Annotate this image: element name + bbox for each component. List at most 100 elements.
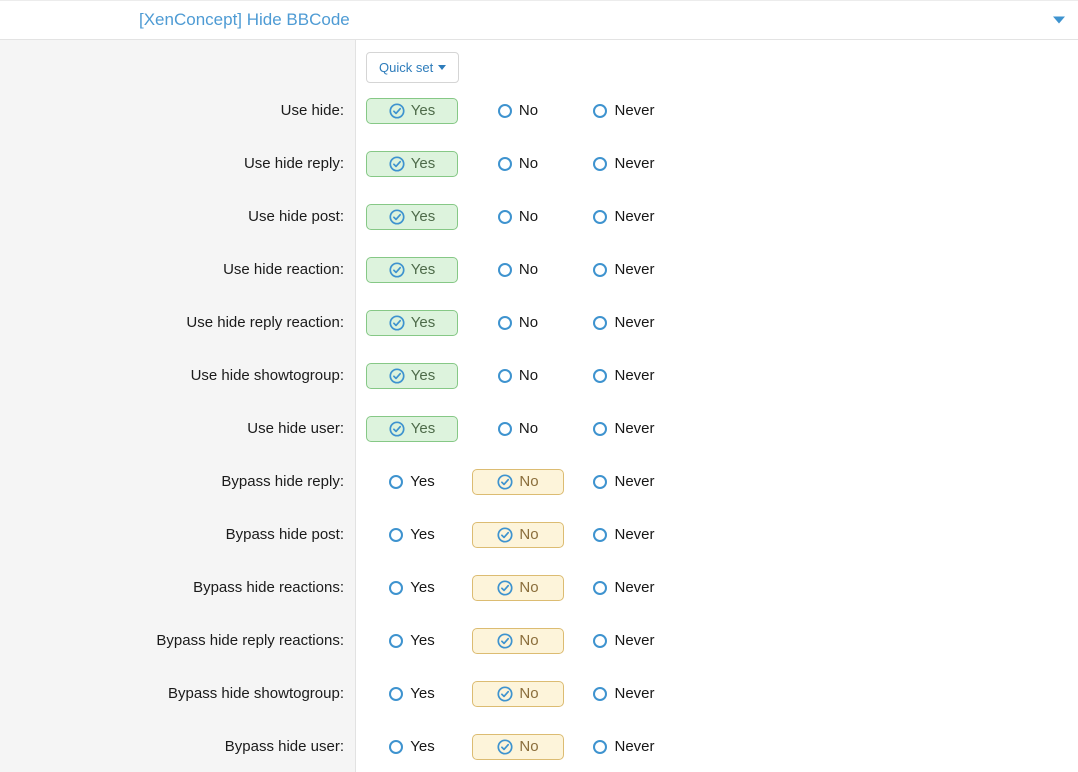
option-rows: Use hide: Yes No Never Use hide reply: Yes… (0, 84, 1078, 772)
radio-option-never[interactable]: Never (593, 738, 655, 755)
radio-circle-icon (593, 103, 608, 118)
option-text: Yes (410, 261, 436, 278)
selected-option-yes[interactable]: Yes (366, 309, 458, 336)
radio-option-never[interactable]: Never (593, 685, 655, 702)
header-menu-button[interactable] (1047, 11, 1071, 30)
check-circle-icon (389, 208, 405, 225)
radio-option-no[interactable]: No (497, 155, 539, 172)
radio-option-no[interactable]: No (497, 420, 538, 437)
radio-circle-icon (497, 421, 512, 436)
option-cell: No (472, 155, 564, 172)
option-cell: Yes (366, 473, 458, 490)
selected-option-yes[interactable]: Yes (366, 150, 458, 177)
selected-option-no[interactable]: No (472, 468, 564, 495)
radio-option-yes[interactable]: Yes (389, 526, 435, 543)
radio-option-yes[interactable]: Yes (389, 632, 435, 649)
option-text: Never (614, 314, 655, 331)
selected-option-yes[interactable]: Yes (366, 415, 458, 442)
caret-down-icon (438, 65, 447, 70)
radio-option-yes[interactable]: Yes (389, 473, 435, 490)
row-label-cell: Use hide: (0, 84, 356, 137)
radio-option-never[interactable]: Never (593, 314, 655, 331)
option-cells: Yes No Never (356, 720, 1078, 772)
selected-option-no[interactable]: No (472, 733, 564, 760)
option-cells: Yes No Never (356, 190, 1078, 243)
row-label-cell: Use hide post: (0, 190, 356, 243)
option-text: Yes (410, 155, 436, 172)
selected-option-yes[interactable]: Yes (366, 362, 458, 389)
radio-option-no[interactable]: No (497, 102, 538, 119)
selected-option-no[interactable]: No (472, 521, 564, 548)
radio-option-never[interactable]: Never (593, 526, 655, 543)
radio-circle-icon (389, 527, 404, 542)
radio-option-no[interactable]: No (497, 208, 538, 225)
option-text: No (519, 738, 539, 755)
quick-set-button[interactable]: Quick set (366, 52, 460, 83)
option-text: Never (614, 738, 655, 755)
option-cell: Never (578, 420, 670, 437)
selected-option-no[interactable]: No (472, 680, 564, 707)
option-text: No (519, 685, 539, 702)
option-text: No (519, 579, 539, 596)
option-text: Never (614, 102, 655, 119)
option-text: No (519, 526, 539, 543)
option-label: Bypass hide reply reactions: (156, 632, 344, 649)
row-label-cell: Use hide reply reaction: (0, 296, 356, 349)
selected-option-no[interactable]: No (472, 574, 564, 601)
option-row: Use hide: Yes No Never (0, 84, 1078, 137)
radio-option-never[interactable]: Never (593, 367, 655, 384)
row-label-cell: Use hide user: (0, 402, 356, 455)
selected-option-yes[interactable]: Yes (366, 203, 458, 230)
radio-option-yes[interactable]: Yes (389, 579, 435, 596)
check-circle-icon (389, 367, 405, 384)
selected-option-yes[interactable]: Yes (366, 97, 458, 124)
radio-option-yes[interactable]: Yes (389, 685, 435, 702)
option-cell: Never (578, 473, 670, 490)
option-cell: Never (578, 261, 670, 278)
option-cell: Never (578, 738, 670, 755)
check-circle-icon (389, 420, 405, 437)
radio-option-no[interactable]: No (497, 314, 539, 331)
radio-option-no[interactable]: No (497, 261, 538, 278)
option-cell: No (472, 208, 564, 225)
page-title: [XenConcept] Hide BBCode (139, 10, 350, 29)
option-cells: Yes No Never (356, 137, 1078, 190)
option-label: Use hide reply: (243, 155, 344, 172)
option-cell: No (472, 367, 564, 384)
option-text: Yes (410, 473, 435, 490)
check-circle-icon (497, 685, 513, 702)
selected-option-no[interactable]: No (472, 627, 564, 654)
option-cells: Yes No Never (356, 402, 1078, 455)
row-label-cell: Use hide showtogroup: (0, 349, 356, 402)
radio-option-never[interactable]: Never (593, 261, 655, 278)
option-text: Yes (410, 420, 436, 437)
option-cell: Yes (366, 738, 458, 755)
option-text: Never (614, 367, 655, 384)
option-text: No (518, 367, 539, 384)
selected-option-yes[interactable]: Yes (366, 256, 458, 283)
radio-option-never[interactable]: Never (593, 155, 655, 172)
radio-circle-icon (593, 633, 608, 648)
radio-option-never[interactable]: Never (593, 632, 655, 649)
radio-option-never[interactable]: Never (593, 473, 655, 490)
check-circle-icon (389, 155, 405, 172)
option-cells: Yes No Never (356, 667, 1078, 720)
radio-circle-icon (389, 686, 404, 701)
option-text: No (518, 155, 539, 172)
option-cells: Yes No Never (356, 296, 1078, 349)
radio-option-never[interactable]: Never (593, 420, 655, 437)
option-text: No (518, 314, 539, 331)
radio-option-never[interactable]: Never (593, 102, 655, 119)
radio-circle-icon (593, 262, 608, 277)
radio-option-never[interactable]: Never (593, 208, 655, 225)
option-text: No (519, 473, 539, 490)
option-cell: Never (578, 579, 670, 596)
radio-option-yes[interactable]: Yes (389, 738, 435, 755)
row-label-cell: Bypass hide reactions: (0, 561, 356, 614)
option-cells: Yes No Never (356, 84, 1078, 137)
radio-circle-icon (593, 580, 608, 595)
radio-option-never[interactable]: Never (593, 579, 655, 596)
radio-circle-icon (593, 474, 608, 489)
option-cell: Never (578, 102, 670, 119)
radio-option-no[interactable]: No (497, 367, 539, 384)
